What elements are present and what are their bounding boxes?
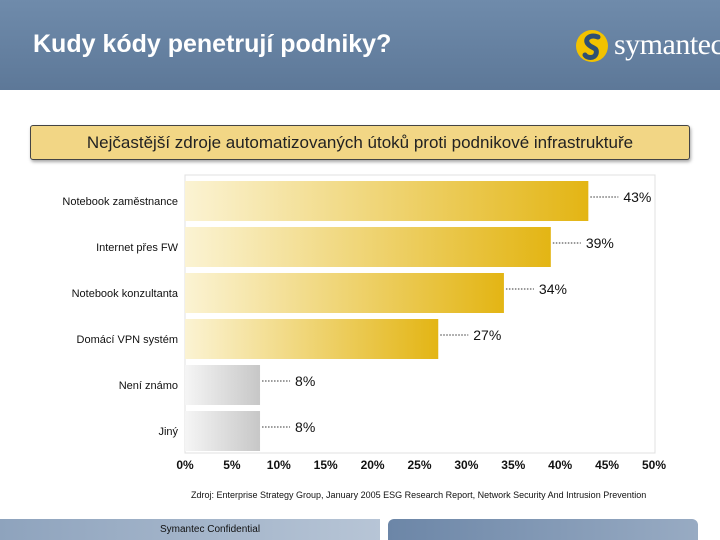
value-label: 34% bbox=[539, 281, 567, 297]
value-label: 39% bbox=[586, 235, 614, 251]
logo-wordmark: symantec. bbox=[614, 28, 720, 61]
value-label: 8% bbox=[295, 419, 315, 435]
x-tick-label: 45% bbox=[595, 458, 619, 472]
symantec-logo: symantec. bbox=[572, 26, 720, 66]
chart-title-box: Nejčastější zdroje automatizovaných útok… bbox=[30, 125, 690, 160]
category-label: Internet přes FW bbox=[96, 242, 179, 254]
slide-footer: Symantec Confidential bbox=[0, 519, 720, 540]
x-tick-label: 0% bbox=[176, 458, 194, 472]
footer-text: Symantec Confidential bbox=[160, 524, 261, 535]
value-label: 8% bbox=[295, 373, 315, 389]
slide-header: Kudy kódy penetrují podniky? symantec. bbox=[0, 0, 720, 90]
x-tick-label: 20% bbox=[361, 458, 385, 472]
x-tick-label: 30% bbox=[454, 458, 478, 472]
chart-title: Nejčastější zdroje automatizovaných útok… bbox=[86, 133, 634, 152]
x-tick-label: 5% bbox=[223, 458, 241, 472]
plot-area bbox=[184, 174, 656, 454]
source-note: Zdroj: Enterprise Strategy Group, Januar… bbox=[191, 490, 647, 500]
x-tick-label: 40% bbox=[548, 458, 572, 472]
value-label: 27% bbox=[473, 327, 501, 343]
value-label: 43% bbox=[623, 189, 651, 205]
category-label: Notebook konzultanta bbox=[72, 288, 179, 300]
x-tick-label: 10% bbox=[267, 458, 291, 472]
category-label: Jiný bbox=[158, 426, 178, 438]
bars-layer: Notebook zaměstnance 43% Internet přes FW 3… bbox=[62, 181, 651, 451]
footer-bar-right bbox=[388, 519, 698, 540]
bar bbox=[185, 227, 551, 267]
x-tick-label: 25% bbox=[407, 458, 431, 472]
bar bbox=[185, 365, 261, 405]
category-label: Notebook zaměstnance bbox=[62, 196, 178, 208]
bar bbox=[185, 181, 589, 221]
category-label: Není známo bbox=[119, 380, 178, 392]
x-tick-label: 35% bbox=[501, 458, 525, 472]
footer-bar-left bbox=[0, 519, 380, 540]
bar bbox=[185, 319, 439, 359]
slide-title: Kudy kódy penetrují podniky? bbox=[33, 30, 392, 58]
bar-chart: Notebook zaměstnance 43% Internet přes FW 3… bbox=[62, 174, 666, 472]
x-tick-label: 15% bbox=[314, 458, 338, 472]
bar bbox=[185, 273, 504, 313]
symantec-logo-icon bbox=[576, 30, 608, 62]
bar bbox=[185, 411, 261, 451]
category-label: Domácí VPN systém bbox=[77, 334, 178, 346]
x-tick-label: 50% bbox=[642, 458, 666, 472]
ticks-layer: 0% 5% 10% 15% 20% 25% 30% 35% 40% 45% 50% bbox=[176, 458, 666, 472]
